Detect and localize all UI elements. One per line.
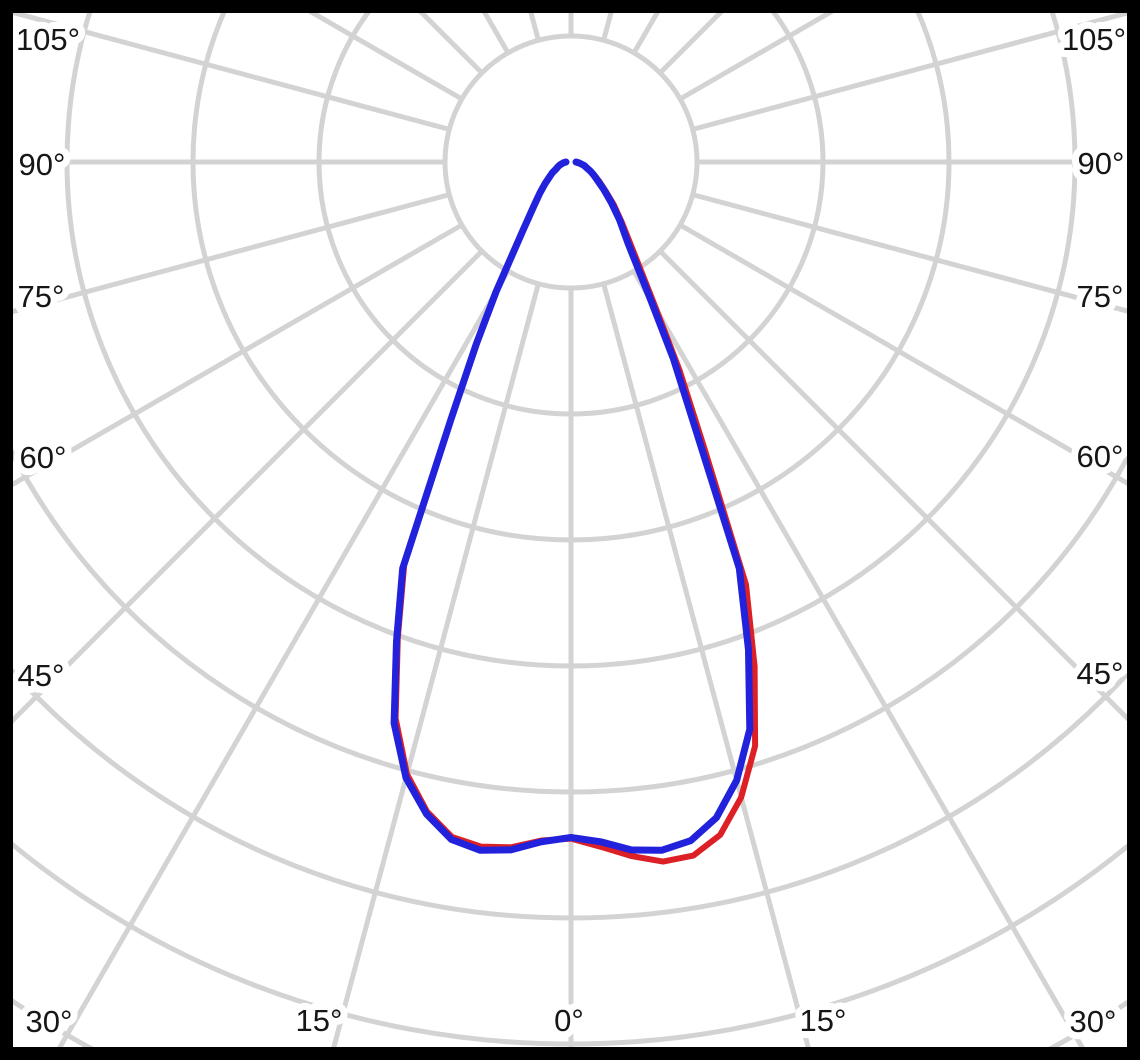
angle-label-1: 90° [19,147,66,182]
angle-label-13: 90° [1078,146,1125,181]
angle-label-11: 60° [1077,439,1124,474]
grid-spoke-315 [13,249,484,724]
grid-spoke-330 [57,269,511,1047]
grid-spoke-300 [13,222,464,488]
intensity-curves [390,158,759,865]
angle-label-7: 0° [554,1003,584,1038]
angle-label-2: 75° [18,279,65,314]
angle-label-5: 30° [26,1004,73,1039]
angle-label-14: 105° [1062,22,1126,57]
grid-spoke-45 [658,249,1127,722]
grid-spoke-60 [678,222,1127,486]
angle-label-9: 30° [1070,1004,1117,1039]
angle-labels: 105° 90° 75° 60° 45° 30° 15° 0° 15° 30° 45° 60° 75° 9… [9,15,1133,1046]
angle-label-10: 45° [1077,656,1124,691]
angle-label-12: 75° [1077,279,1124,314]
angle-label-4: 45° [18,658,65,693]
angle-label-6: 15° [296,1003,343,1038]
angle-label-3: 60° [20,440,67,475]
grid-spoke-105 [692,13,1127,132]
grid-spoke-255 [13,13,450,132]
grid-spoke-30 [631,269,1085,1047]
angle-label-0: 105° [16,22,80,57]
angle-label-8: 15° [800,1003,847,1038]
grid-spoke-15 [601,283,811,1047]
grid-spoke-75 [692,192,1127,314]
grid-spoke-285 [13,192,450,315]
grid-spoke-345 [331,283,541,1047]
blue-curve [390,158,754,854]
